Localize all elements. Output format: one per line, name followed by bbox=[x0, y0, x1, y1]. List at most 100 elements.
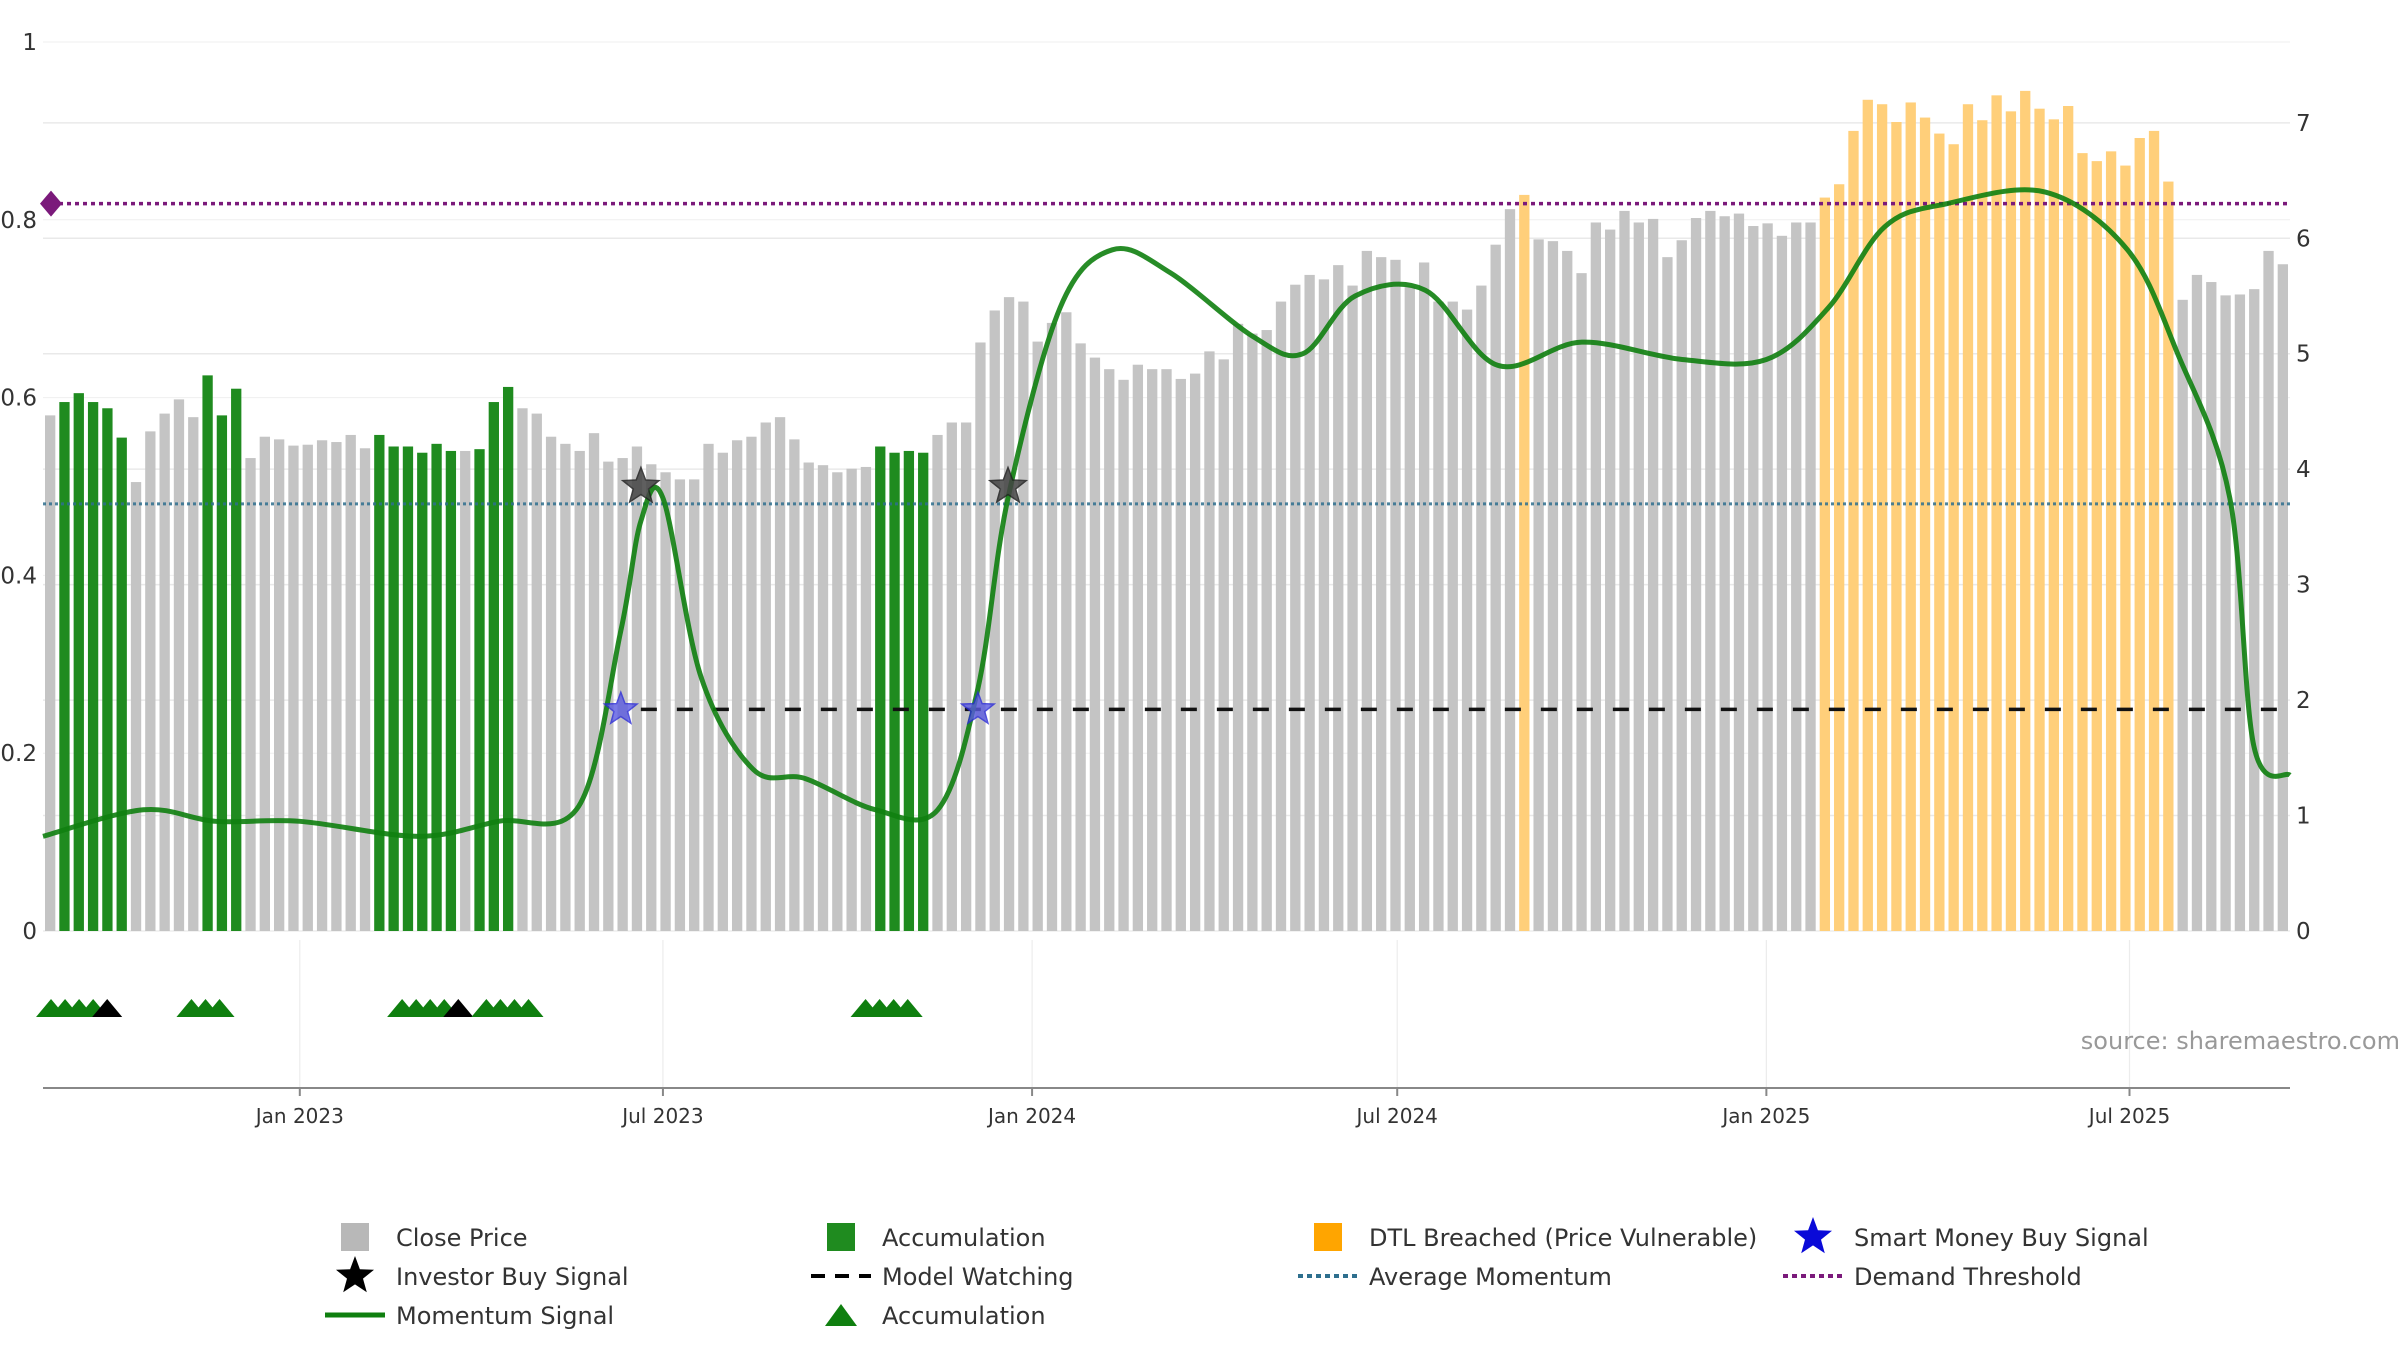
accumulation-bar bbox=[73, 393, 84, 931]
legend-symbol-triangle bbox=[825, 1304, 857, 1326]
close-price-bar bbox=[316, 440, 328, 931]
close-price-bar bbox=[2263, 250, 2274, 932]
close-price-bar bbox=[1104, 369, 1115, 932]
close-price-bar bbox=[1605, 229, 1616, 932]
close-price-bar bbox=[1719, 216, 1730, 931]
close-price-bar bbox=[1147, 369, 1158, 932]
dtl-breached-bar bbox=[1876, 104, 1888, 932]
x-tick-label: Jan 2025 bbox=[1720, 1104, 1810, 1128]
accumulation-triangle bbox=[204, 999, 235, 1017]
close-price-bar bbox=[1762, 223, 1773, 931]
legend-label: Momentum Signal bbox=[396, 1302, 614, 1330]
close-price-bar bbox=[646, 464, 657, 931]
close-price-bar bbox=[1003, 297, 1015, 931]
dtl-breached-bar bbox=[2120, 165, 2131, 932]
close-price-bar bbox=[703, 443, 714, 931]
dtl-breached-bar bbox=[1891, 122, 1902, 931]
right-axis-tick-label: 0 bbox=[2296, 919, 2311, 945]
close-price-bar bbox=[2220, 295, 2231, 931]
close-price-bar bbox=[517, 408, 528, 931]
close-price-bar bbox=[574, 450, 585, 931]
close-price-bar bbox=[932, 434, 943, 931]
accumulation-bar bbox=[889, 452, 900, 931]
momentum-signal-line bbox=[42, 187, 2292, 839]
close-price-bar bbox=[1662, 257, 1673, 931]
close-price-bar bbox=[159, 413, 170, 931]
accumulation-triangle bbox=[513, 999, 544, 1017]
close-price-bar bbox=[960, 422, 972, 931]
legend-symbol-square bbox=[827, 1223, 855, 1251]
close-price-bar bbox=[1562, 250, 1573, 932]
close-price-bar bbox=[1175, 378, 1186, 931]
right-axis-tick-label: 4 bbox=[2296, 457, 2311, 483]
close-price-bar bbox=[2177, 299, 2188, 931]
close-price-bar bbox=[1461, 309, 1473, 931]
accumulation-bar bbox=[488, 402, 499, 931]
close-price-bar bbox=[245, 458, 256, 931]
investor-buy-signal-star bbox=[987, 465, 1029, 504]
smart-money-buy-signal-star bbox=[959, 690, 997, 725]
legend-symbol-square bbox=[341, 1223, 369, 1251]
close-price-bar bbox=[760, 422, 771, 931]
dtl-breached-bar bbox=[1834, 184, 1845, 932]
close-price-bar bbox=[674, 479, 686, 931]
close-price-bar bbox=[1748, 226, 1759, 931]
left-axis-tick-label: 0.4 bbox=[0, 563, 37, 589]
close-price-bar bbox=[302, 444, 313, 931]
close-price-bar bbox=[1261, 330, 1272, 931]
legend-label: Smart Money Buy Signal bbox=[1854, 1224, 2149, 1252]
x-tick-label: Jul 2025 bbox=[2087, 1104, 2170, 1128]
close-price-bar bbox=[259, 436, 270, 931]
accumulation-bar bbox=[116, 437, 127, 931]
close-price-bar bbox=[1361, 250, 1373, 932]
accumulation-bar bbox=[87, 402, 99, 931]
legend: Close Price Accumulation DTL Breached (Pri… bbox=[325, 1217, 2149, 1330]
accumulation-bar bbox=[59, 402, 70, 931]
accumulation-triangle bbox=[443, 999, 474, 1017]
close-price-bar bbox=[188, 417, 199, 932]
close-price-bars bbox=[45, 90, 2288, 932]
close-price-bar bbox=[1676, 240, 1687, 931]
dtl-breached-bar bbox=[2020, 90, 2031, 931]
legend-symbol-star bbox=[336, 1256, 374, 1293]
dtl-breached-bar bbox=[2034, 108, 2045, 932]
legend-label: Investor Buy Signal bbox=[396, 1263, 629, 1291]
source-attribution: source: sharemaestro.com bbox=[2081, 1027, 2400, 1055]
left-axis-tick-label: 1 bbox=[22, 30, 37, 56]
x-tick-label: Jan 2023 bbox=[254, 1104, 344, 1128]
close-price-bar bbox=[1590, 222, 1602, 932]
close-price-bar bbox=[660, 472, 671, 931]
x-tick-label: Jan 2024 bbox=[986, 1104, 1076, 1128]
dtl-breached-bar bbox=[2048, 119, 2060, 931]
close-price-bar bbox=[631, 446, 643, 931]
accumulation-bar bbox=[431, 443, 442, 931]
close-price-bar bbox=[789, 439, 800, 931]
demand-threshold-marker bbox=[40, 190, 62, 217]
left-axis-tick-label: 0.6 bbox=[0, 386, 37, 412]
right-axis-tick-label: 3 bbox=[2296, 573, 2311, 599]
close-price-bar bbox=[1805, 222, 1816, 932]
close-price-bar bbox=[1290, 284, 1301, 931]
accumulation-bar bbox=[102, 408, 113, 931]
right-axis-tick-label: 6 bbox=[2296, 226, 2311, 252]
close-price-bar bbox=[1476, 285, 1487, 931]
close-price-bar bbox=[1247, 333, 1258, 931]
close-price-bar bbox=[1633, 222, 1644, 932]
accumulation-bar bbox=[502, 386, 514, 931]
left-axis-tick-label: 0 bbox=[22, 919, 37, 945]
legend-label: Accumulation bbox=[882, 1302, 1046, 1330]
close-price-bar bbox=[1304, 274, 1315, 932]
close-price-bar bbox=[345, 434, 356, 931]
close-price-bar bbox=[545, 436, 557, 931]
close-price-bar bbox=[2277, 264, 2288, 931]
dtl-breached-bar bbox=[1934, 133, 1945, 931]
legend-label: Model Watching bbox=[882, 1263, 1074, 1291]
close-price-bar bbox=[946, 422, 957, 931]
signal-markers bbox=[36, 465, 1029, 1017]
close-price-bar bbox=[1018, 301, 1029, 931]
close-price-bar bbox=[1204, 351, 1215, 931]
close-price-bar bbox=[1776, 235, 1788, 931]
dtl-breached-bar bbox=[2091, 161, 2102, 932]
close-price-bar bbox=[746, 436, 757, 931]
